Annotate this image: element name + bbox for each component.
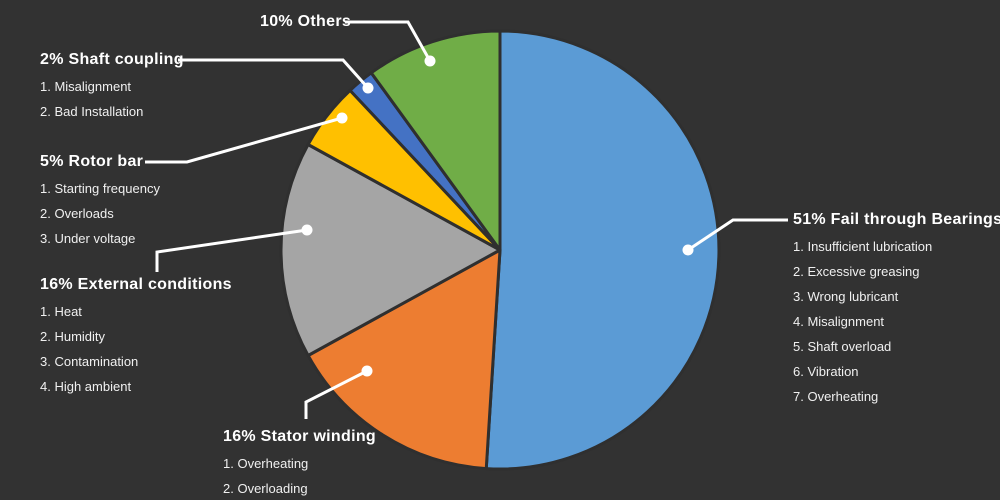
callout-item: 3. Under voltage xyxy=(40,231,136,246)
callout-bearings: 51% Fail through Bearings 1. Insufficient… xyxy=(793,210,1000,409)
callout-item: 1. Starting frequency xyxy=(40,181,160,196)
leader-line-stator-winding xyxy=(304,369,368,419)
callout-item: 6. Vibration xyxy=(793,364,859,379)
callout-item: 3. Wrong lubricant xyxy=(793,289,899,304)
pie-slice-stator-winding xyxy=(306,248,502,471)
callout-item: 5. Shaft overload xyxy=(793,339,892,354)
callout-title-rotor-bar: 5% Rotor bar xyxy=(40,153,144,170)
callout-item: 1. Misalignment xyxy=(40,79,132,94)
callout-item: 1. Heat xyxy=(40,304,82,319)
callout-item: 1. Insufficient lubrication xyxy=(793,239,933,254)
leader-dot-external-conditions xyxy=(301,224,313,236)
callout-item: 7. Overheating xyxy=(793,389,879,404)
callout-item-list-bearings: 1. Insufficient lubrication 2. Excessive … xyxy=(793,234,1000,409)
leader-line-external-conditions xyxy=(155,228,308,272)
callout-title-others: 10% Others xyxy=(260,13,352,30)
callout-item: 2. Excessive greasing xyxy=(793,264,920,279)
callout-title-shaft-coupling: 2% Shaft coupling xyxy=(40,51,184,68)
pie-slice-bearings xyxy=(484,29,721,471)
leader-line-rotor-bar xyxy=(145,116,343,164)
leader-dot-bearings xyxy=(682,244,694,256)
callout-item: 2. Overloading xyxy=(223,481,308,496)
callout-item-list-external-conditions: 1. Heat 2. Humidity 3. Contamination 4. Hig… xyxy=(40,299,232,399)
callout-item: 2. Humidity xyxy=(40,329,106,344)
callout-stator-winding: 16% Stator winding 1. Overheating 2. Overl… xyxy=(223,427,376,500)
callout-item: 2. Overloads xyxy=(40,206,114,221)
leader-dot-shaft-coupling xyxy=(362,82,374,94)
leader-dot-rotor-bar xyxy=(336,112,348,124)
pie-slice-external-conditions xyxy=(279,143,502,357)
callout-item-list-rotor-bar: 1. Starting frequency 2. Overloads 3. Unde… xyxy=(40,176,160,251)
callout-item: 1. Overheating xyxy=(223,456,309,471)
callout-title-stator-winding: 16% Stator winding xyxy=(223,428,376,445)
callout-rotor-bar: 5% Rotor bar 1. Starting frequency 2. Over… xyxy=(40,152,160,251)
leader-line-others xyxy=(345,20,432,62)
leader-line-shaft-coupling xyxy=(178,58,370,89)
callout-others: 10% Others xyxy=(260,12,351,32)
callout-item: 4. High ambient xyxy=(40,379,132,394)
callout-shaft-coupling: 2% Shaft coupling 1. Misalignment 2. Bad I… xyxy=(40,50,184,124)
pie-slice-others xyxy=(369,29,502,252)
callout-item-list-shaft-coupling: 1. Misalignment 2. Bad Installation xyxy=(40,74,184,124)
callout-item-list-stator-winding: 1. Overheating 2. Overloading xyxy=(223,451,376,500)
callout-item: 2. Bad Installation xyxy=(40,104,144,119)
callout-title-external-conditions: 16% External conditions xyxy=(40,276,232,293)
leader-dot-others xyxy=(424,55,436,67)
leader-line-bearings xyxy=(687,218,788,252)
callout-item: 4. Misalignment xyxy=(793,314,885,329)
callout-external-conditions: 16% External conditions 1. Heat 2. Humidit… xyxy=(40,275,232,399)
callout-item: 3. Contamination xyxy=(40,354,139,369)
leader-dot-stator-winding xyxy=(361,365,373,377)
callout-title-bearings: 51% Fail through Bearings xyxy=(793,211,1000,228)
